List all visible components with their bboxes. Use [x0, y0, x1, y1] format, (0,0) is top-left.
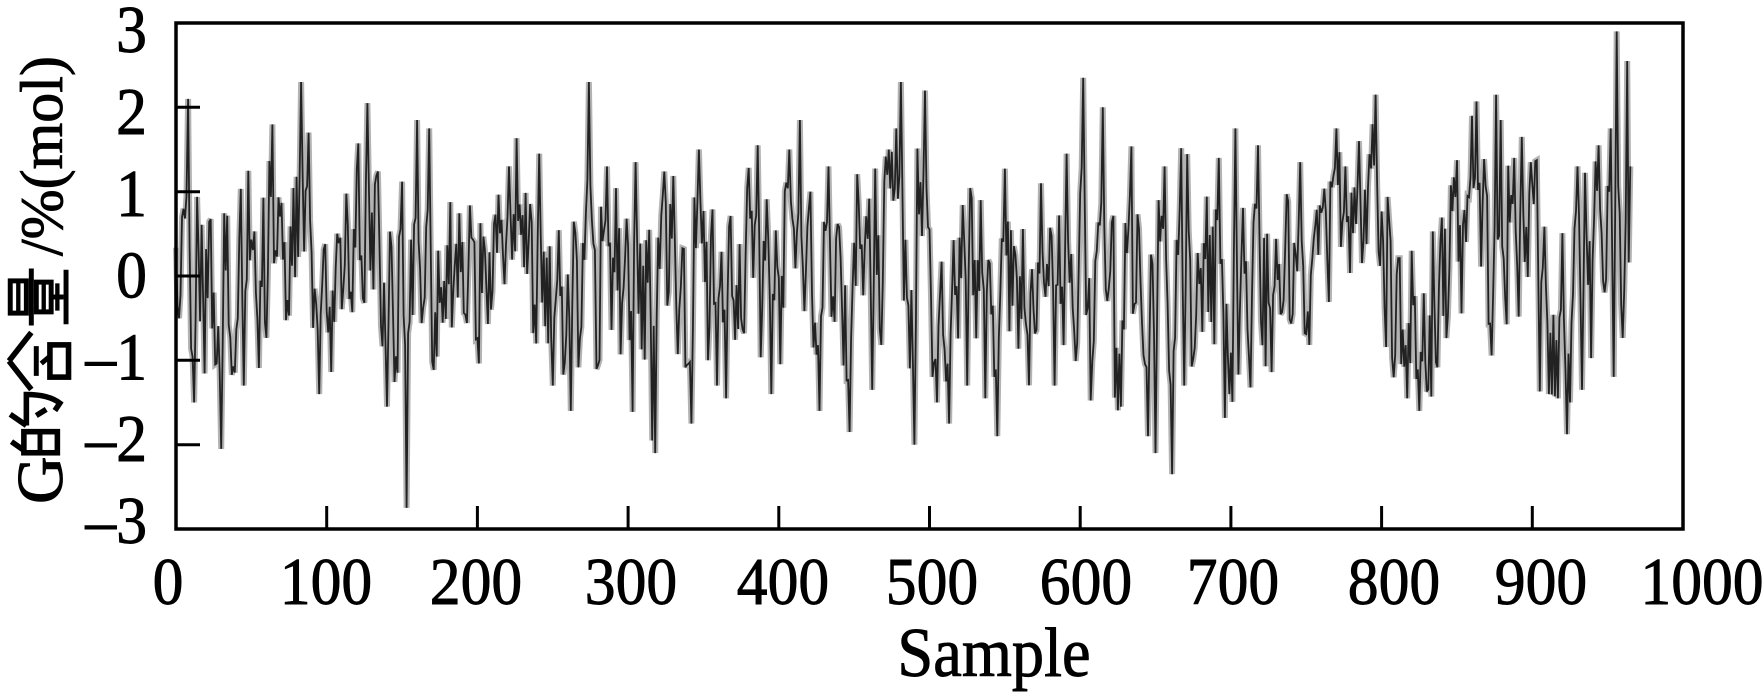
svg-text:1: 1	[116, 157, 147, 231]
svg-text:2: 2	[116, 75, 147, 149]
svg-text:600: 600	[1040, 545, 1132, 619]
svg-text:500: 500	[886, 545, 978, 619]
svg-text:–2: –2	[84, 402, 147, 476]
svg-text:Sample: Sample	[897, 614, 1090, 692]
svg-text:0: 0	[116, 238, 147, 312]
svg-text:–1: –1	[84, 320, 147, 394]
svg-text:G: G	[4, 456, 77, 504]
svg-text:400: 400	[737, 545, 829, 619]
svg-text:0: 0	[153, 545, 184, 619]
svg-text:300: 300	[585, 545, 677, 619]
svg-text:800: 800	[1348, 545, 1440, 619]
svg-text:/%(mol): /%(mol)	[9, 56, 75, 256]
svg-text:700: 700	[1187, 545, 1279, 619]
svg-text:3: 3	[116, 0, 147, 67]
svg-text:100: 100	[280, 545, 372, 619]
svg-text:1000: 1000	[1640, 545, 1763, 619]
svg-text:200: 200	[430, 545, 522, 619]
svg-text:900: 900	[1495, 545, 1587, 619]
svg-text:–3: –3	[84, 484, 147, 558]
